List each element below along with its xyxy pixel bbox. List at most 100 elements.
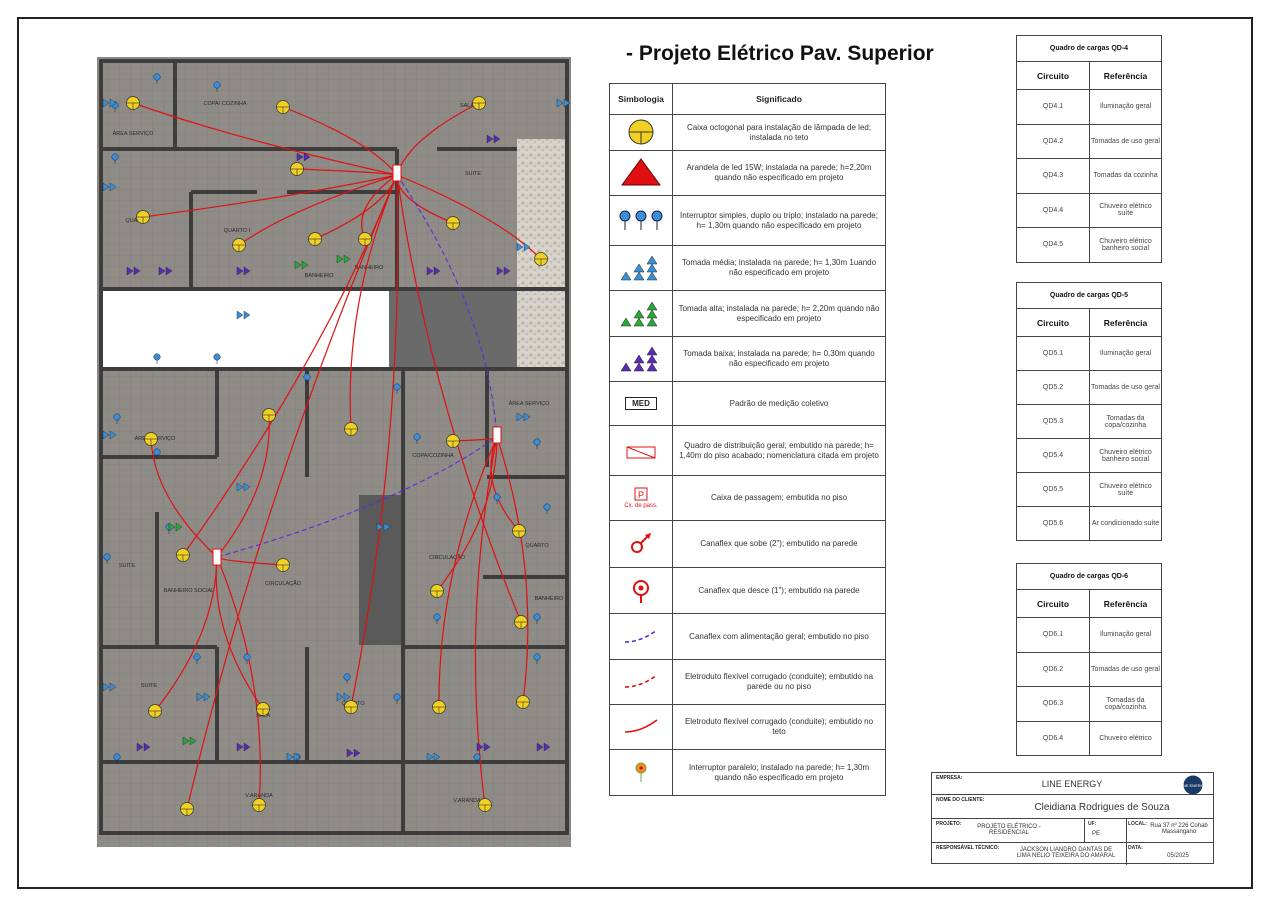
outlet-high-icon xyxy=(609,290,673,337)
conduit-run xyxy=(150,438,218,558)
tech-label: RESPONSÁVEL TÉCNICO: xyxy=(936,845,1000,851)
ceiling-light-icon xyxy=(262,408,276,422)
outlet-low-icon xyxy=(158,266,166,276)
room-label: BANHEIRO SOCIAL xyxy=(164,588,214,594)
conduit-run xyxy=(216,414,270,558)
legend-row: Tomada baixa; instalada na parede; h= 0,… xyxy=(609,336,886,382)
outlet-low-icon xyxy=(243,266,251,276)
title-block-client-row: NOME DO CLIENTE: Cleidiana Rodrigues de … xyxy=(932,795,1213,819)
outlet-medium-icon xyxy=(556,98,564,108)
panel-title: Quadro de cargas QD-5 xyxy=(1016,282,1162,309)
outlet-high-icon xyxy=(189,736,197,746)
switch-icon xyxy=(193,653,201,664)
switch-icon xyxy=(243,653,251,664)
conduit-run xyxy=(282,106,398,176)
ceiling-light-box-icon xyxy=(609,114,673,151)
conduit-run xyxy=(396,174,542,260)
conduit-run xyxy=(296,168,398,176)
ceiling-light-icon xyxy=(516,695,530,709)
panel-table-qd4: Quadro de cargas QD-4 Circuito Referência Q… xyxy=(1016,35,1162,263)
switch-icon xyxy=(113,413,121,424)
panel-row: QD5.6 Ar condicionado suíte xyxy=(1016,506,1162,541)
ceiling-light-icon xyxy=(472,96,486,110)
project-name: PROJETO ELÉTRICO - RESIDENCIAL xyxy=(977,824,1041,836)
client-label: NOME DO CLIENTE: xyxy=(936,797,985,803)
circuit-reference: Chuveiro elétrico banheiro social xyxy=(1089,438,1162,473)
conduit-run xyxy=(496,436,529,703)
legend-description: Interruptor simples, duplo ou triplo; in… xyxy=(672,195,886,246)
legend-row: P Cx. de pass. Caixa de passagem; embutida… xyxy=(609,475,886,521)
circuit-reference: Chuveiro elétrico suíte xyxy=(1089,192,1162,228)
legend-description: Tomada baixa; instalada na parede; h= 0,… xyxy=(672,336,886,382)
circuit-id: QD4.1 xyxy=(1016,89,1090,125)
panel-row: QD5.1 Iluminação geral xyxy=(1016,336,1162,371)
conduit-run xyxy=(186,174,398,810)
outlet-medium-icon xyxy=(102,430,110,440)
circuit-reference: Chuveiro elétrico suíte xyxy=(1089,472,1162,507)
conduit-down-icon xyxy=(609,567,673,614)
legend-description: Arandela de led 15W; instalada na parede… xyxy=(672,150,886,196)
conduit-run xyxy=(238,174,398,246)
conduit-run xyxy=(396,174,522,623)
panel-row: QD5.3 Tomadas da copa/cozinha xyxy=(1016,404,1162,439)
room-label: QUARTO I xyxy=(224,228,251,234)
legend-description: Quadro de distribuição geral; embutido n… xyxy=(672,425,886,476)
outlet-high-icon xyxy=(168,522,176,532)
switch-icon xyxy=(393,693,401,704)
conduit-run xyxy=(132,102,398,176)
meter-label: MED xyxy=(625,397,657,410)
ceiling-light-icon xyxy=(430,584,444,598)
legend-row: Caixa octogonal para instalação de lâmpa… xyxy=(609,114,886,151)
outlet-medium-icon xyxy=(336,692,344,702)
legend-row: Interruptor simples, duplo ou triplo; in… xyxy=(609,195,886,246)
company-name: LINE ENERGY xyxy=(1041,779,1103,789)
conduit-run xyxy=(215,556,264,710)
switch-icon xyxy=(153,353,161,364)
ceiling-light-icon xyxy=(534,252,548,266)
room-label: SALA xyxy=(460,103,474,109)
ceiling-light-icon xyxy=(478,798,492,812)
legend-description: Tomada média; instalada na parede; h= 1,… xyxy=(672,245,886,291)
local-value: Rua 37 nº 226 Cohab Massangano xyxy=(1150,823,1208,835)
ceiling-light-icon xyxy=(446,216,460,230)
legend-row: MED Padrão de medição coletivo xyxy=(609,381,886,426)
legend-description: Tomada alta; instalada na parede; h= 2,2… xyxy=(672,290,886,337)
panel-col-reference: Referência xyxy=(1089,61,1162,90)
outlet-low-icon xyxy=(296,152,304,162)
circuit-id: QD5.4 xyxy=(1016,438,1090,473)
room-label: SALA xyxy=(256,713,270,719)
junction-box-label: Cx. de pass. xyxy=(624,503,658,509)
legend-row: Interruptor paralelo; instalado na pared… xyxy=(609,749,886,796)
ceiling-light-icon xyxy=(276,100,290,114)
legend-header: Simbologia Significado xyxy=(609,83,886,115)
circuit-reference: Tomadas da copa/cozinha xyxy=(1089,404,1162,439)
panel-table-qd6: Quadro de cargas QD-6 Circuito Referência Q… xyxy=(1016,563,1162,756)
outlet-low-icon xyxy=(609,336,673,382)
circuit-id: QD6.4 xyxy=(1016,720,1090,756)
ceiling-light-icon xyxy=(344,700,358,714)
svg-text:P: P xyxy=(638,490,644,500)
panel-title: Quadro de cargas QD-6 xyxy=(1016,563,1162,590)
panel-col-circuit: Circuito xyxy=(1016,589,1090,618)
switch-icon xyxy=(153,448,161,459)
room-label: SUITE xyxy=(119,563,136,569)
outlet-medium-icon xyxy=(516,412,524,422)
outlet-high-icon xyxy=(294,260,302,270)
circuit-id: QD5.5 xyxy=(1016,472,1090,507)
outlet-medium-icon xyxy=(102,98,110,108)
ceiling-light-icon xyxy=(180,802,194,816)
local-label: LOCAL: xyxy=(1128,821,1147,827)
switch-icon xyxy=(103,553,111,564)
panel-row: QD6.3 Tomadas da copa/cozinha xyxy=(1016,686,1162,722)
legend-description: Caixa de passagem; embutida no piso xyxy=(672,475,886,521)
distribution-board-icon xyxy=(492,426,502,444)
outlet-medium-icon xyxy=(433,752,441,762)
ceiling-light-icon xyxy=(432,700,446,714)
outlet-low-icon xyxy=(353,748,361,758)
floor-plan: ÁREA SERVIÇO COPA/ COZINHA SALA QUARTO Q… xyxy=(97,57,571,847)
conduit-run xyxy=(216,556,261,806)
distribution-board-icon xyxy=(212,548,222,566)
switch-icon xyxy=(433,613,441,624)
circuit-reference: Iluminação geral xyxy=(1089,336,1162,371)
circuit-id: QD4.3 xyxy=(1016,158,1090,194)
